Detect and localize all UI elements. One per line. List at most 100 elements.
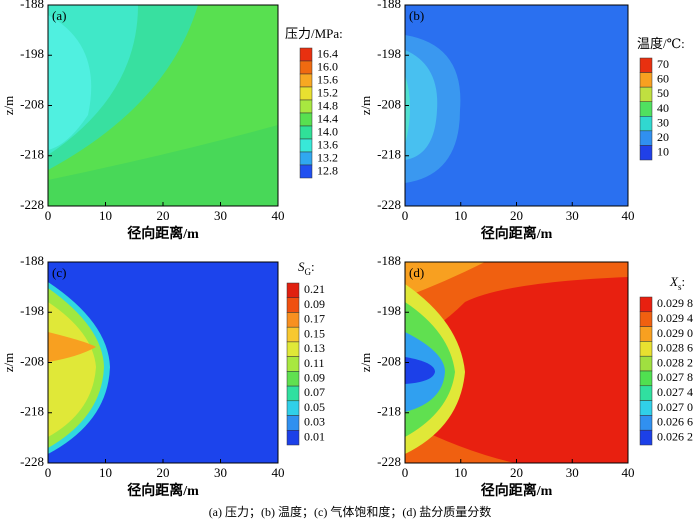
colorbar-title-part: G	[305, 267, 312, 277]
colorbar-label: 0.03	[304, 415, 325, 429]
colorbar-box	[639, 296, 653, 313]
colorbar-box	[639, 57, 653, 73]
colorbar-label: 14.4	[317, 111, 338, 125]
x-tick-label: 30	[566, 465, 579, 480]
colorbar-box	[286, 297, 300, 313]
colorbar-label: 0.026 2	[657, 429, 693, 443]
colorbar-label: 0.027 4	[657, 385, 693, 399]
panel-label: (c)	[52, 265, 66, 280]
colorbar-box	[639, 101, 653, 117]
contour-field	[48, 5, 278, 206]
colorbar-box	[299, 47, 313, 62]
colorbar-label: 20	[657, 130, 669, 144]
y-tick-label: -188	[377, 253, 401, 268]
colorbar-title: Xs:	[669, 274, 685, 292]
y-tick-label: -228	[377, 197, 401, 212]
y-axis-label: z/m	[358, 96, 373, 116]
colorbar-label: 0.21	[304, 282, 325, 296]
colorbar-box	[639, 130, 653, 146]
colorbar-label: 15.2	[317, 85, 338, 99]
y-tick-label: -198	[377, 303, 401, 318]
colorbar-label: 15.6	[317, 72, 338, 86]
colorbar-label: 0.17	[304, 312, 325, 326]
y-tick-label: -188	[377, 0, 401, 11]
colorbar-box	[299, 151, 313, 166]
colorbar-box	[639, 311, 653, 327]
colorbar-label: 40	[657, 101, 669, 115]
y-axis-label: z/m	[358, 353, 373, 373]
colorbar-label: 0.01	[304, 429, 325, 443]
colorbar-label: 0.028 6	[657, 341, 693, 355]
colorbar-box	[639, 72, 653, 88]
colorbar-label: 0.15	[304, 326, 325, 340]
colorbar-box	[286, 312, 300, 328]
colorbar-box	[299, 164, 313, 179]
colorbar-title-part: S	[298, 259, 305, 274]
colorbar: SG:0.210.090.170.150.130.110.090.070.050…	[286, 259, 325, 446]
colorbar-box	[639, 355, 653, 372]
colorbar-label: 14.8	[317, 98, 338, 112]
x-tick-label: 40	[622, 208, 635, 223]
x-tick-label: 30	[214, 208, 227, 223]
x-tick-label: 0	[402, 208, 409, 223]
colorbar-box	[299, 73, 313, 88]
colorbar-box	[286, 326, 300, 343]
colorbar-label: 30	[657, 115, 669, 129]
colorbar-title-part: X	[669, 274, 679, 289]
colorbar-box	[286, 341, 300, 357]
colorbar-label: 0.029 8	[657, 296, 693, 310]
x-tick-label: 40	[272, 208, 285, 223]
colorbar-box	[639, 400, 653, 416]
colorbar-label: 10	[657, 144, 669, 158]
contour-field	[405, 262, 628, 463]
panel: (b) 0 10 20 30 40 -188 -198 -208 -218 -228 径向距离/m z/…	[358, 0, 635, 242]
colorbar-box	[639, 116, 653, 132]
x-tick-label: 10	[99, 465, 112, 480]
colorbar-box	[299, 138, 313, 153]
colorbar-box	[286, 385, 300, 402]
colorbar-box	[639, 385, 653, 401]
y-tick-label: -188	[20, 253, 44, 268]
colorbar-label: 16.0	[317, 59, 338, 73]
colorbar-box	[639, 370, 653, 387]
x-tick-label: 30	[214, 465, 227, 480]
colorbar-box	[286, 415, 300, 431]
colorbar-title: SG:	[298, 259, 315, 277]
panel: (c) 0 10 20 30 40 -188 -198 -208 -218 -228 径向距离/m z/…	[1, 253, 285, 499]
panel-label: (a)	[52, 8, 66, 23]
colorbar-box	[286, 430, 300, 446]
colorbar-label: 0.029 4	[657, 311, 693, 325]
x-tick-label: 30	[566, 208, 579, 223]
colorbar-box	[299, 112, 313, 127]
contour-field	[48, 262, 278, 463]
y-tick-label: -208	[377, 353, 401, 368]
colorbar-box	[286, 400, 300, 416]
y-tick-label: -188	[20, 0, 44, 11]
colorbar-label: 0.027 0	[657, 400, 693, 414]
colorbar-label: 14.0	[317, 124, 338, 138]
colorbar-label: 0.026 6	[657, 415, 693, 429]
caption: (a) 压力；(b) 温度；(c) 气体饱和度；(d) 盐分质量分数	[209, 504, 492, 519]
y-tick-label: -208	[20, 353, 44, 368]
x-tick-label: 20	[157, 465, 170, 480]
colorbar-title: 温度/℃:	[637, 36, 685, 51]
y-axis-label: z/m	[1, 353, 16, 373]
colorbar-label: 0.09	[304, 297, 325, 311]
colorbar-box	[299, 86, 313, 101]
colorbar-label: 60	[657, 72, 669, 86]
colorbar-title-part: 温度/℃:	[637, 36, 685, 51]
y-tick-label: -218	[377, 404, 401, 419]
colorbar-box	[639, 415, 653, 431]
y-tick-label: -218	[20, 404, 44, 419]
y-tick-label: -218	[377, 147, 401, 162]
colorbar: 压力/MPa:16.416.015.615.214.814.414.013.61…	[285, 26, 343, 179]
colorbar-box	[639, 86, 653, 102]
colorbar-box	[299, 60, 313, 75]
x-tick-label: 10	[99, 208, 112, 223]
y-axis-label: z/m	[1, 96, 16, 116]
colorbar-title-part: s	[678, 282, 682, 292]
colorbar-box	[639, 341, 653, 357]
y-tick-label: -208	[20, 96, 44, 111]
